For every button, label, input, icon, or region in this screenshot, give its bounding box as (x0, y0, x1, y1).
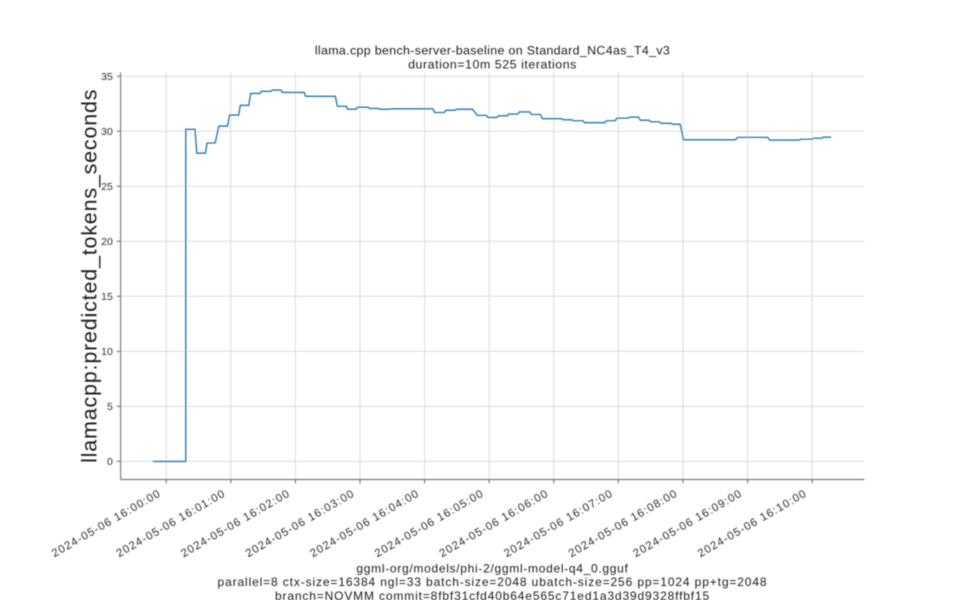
svg-text:5: 5 (107, 401, 113, 413)
svg-text:ggml-org/models/phi-2/ggml-mod: ggml-org/models/phi-2/ggml-model-q4_0.gg… (356, 561, 628, 575)
svg-text:2024-05-06 16:05:00: 2024-05-06 16:05:00 (373, 488, 486, 560)
svg-text:2024-05-06 16:02:00: 2024-05-06 16:02:00 (179, 488, 292, 560)
svg-text:2024-05-06 16:07:00: 2024-05-06 16:07:00 (502, 488, 615, 560)
svg-text:2024-05-06 16:06:00: 2024-05-06 16:06:00 (437, 488, 550, 560)
svg-text:35: 35 (101, 71, 113, 83)
svg-text:2024-05-06 16:00:00: 2024-05-06 16:00:00 (50, 488, 163, 560)
svg-text:0: 0 (107, 456, 113, 468)
svg-text:2024-05-06 16:09:00: 2024-05-06 16:09:00 (631, 488, 744, 560)
svg-text:2024-05-06 16:08:00: 2024-05-06 16:08:00 (567, 488, 680, 560)
svg-text:llama.cpp bench-server-baselin: llama.cpp bench-server-baseline on Stand… (315, 43, 670, 57)
svg-text:25: 25 (101, 181, 113, 193)
svg-text:10: 10 (101, 346, 113, 358)
svg-text:parallel=8 ctx-size=16384 ngl=: parallel=8 ctx-size=16384 ngl=33 batch-s… (218, 575, 768, 589)
svg-text:duration=10m 525 iterations: duration=10m 525 iterations (408, 57, 577, 71)
svg-text:2024-05-06 16:04:00: 2024-05-06 16:04:00 (308, 488, 421, 560)
svg-text:2024-05-06 16:03:00: 2024-05-06 16:03:00 (244, 488, 357, 560)
svg-text:30: 30 (101, 126, 113, 138)
svg-text:2024-05-06 16:01:00: 2024-05-06 16:01:00 (114, 488, 227, 560)
svg-text:15: 15 (101, 291, 113, 303)
svg-text:20: 20 (101, 236, 113, 248)
svg-text:llamacpp:predicted_tokens_seco: llamacpp:predicted_tokens_seconds (78, 89, 102, 463)
svg-text:branch=NOVMM commit=8fbf31cfd4: branch=NOVMM commit=8fbf31cfd40b64e565c7… (275, 589, 710, 600)
svg-text:2024-05-06 16:10:00: 2024-05-06 16:10:00 (696, 488, 809, 560)
